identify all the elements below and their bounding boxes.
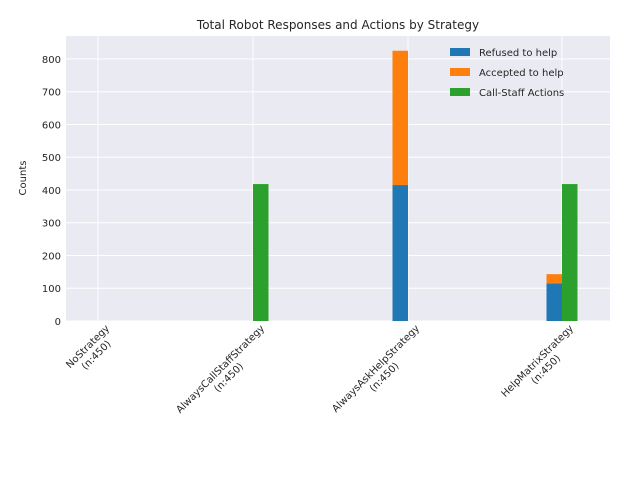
y-tick-label: 200 (42, 251, 61, 262)
y-tick-label: 600 (42, 120, 61, 131)
y-axis-label: Counts (18, 161, 29, 196)
bar-call-staff-actions (253, 184, 269, 321)
legend-label: Call-Staff Actions (479, 88, 564, 99)
x-tick-label: NoStrategy(n:450) (64, 323, 113, 372)
bar-refused-to-help (392, 185, 408, 321)
bar-call-staff-actions (562, 184, 578, 321)
legend-swatch (450, 48, 470, 56)
legend: Refused to help Accepted to help Call-Staf… (450, 48, 564, 99)
y-tick-label: 700 (42, 88, 61, 99)
x-tick-label-line: AlwaysAskHelpStrategy (330, 323, 422, 415)
x-tick-label: AlwaysCallStaffStrategy(n:450) (174, 323, 267, 416)
y-tick-label: 500 (42, 153, 61, 164)
bars (253, 50, 578, 321)
y-tick-label: 400 (42, 186, 61, 197)
x-tick-label: HelpMatrixStrategy(n:450) (500, 323, 577, 400)
bar-accepted-to-help (392, 50, 408, 186)
y-tick-label: 300 (42, 219, 61, 230)
x-axis: NoStrategy(n:450) AlwaysCallStaffStrategy… (64, 323, 577, 416)
bar-accepted-to-help (546, 274, 562, 284)
legend-swatch (450, 88, 470, 96)
legend-swatch (450, 68, 470, 76)
x-tick-label-line: AlwaysCallStaffStrategy (174, 323, 267, 416)
bar-refused-to-help (546, 283, 562, 321)
y-tick-label: 100 (42, 284, 61, 295)
y-tick-label: 0 (55, 317, 61, 328)
chart-title: Total Robot Responses and Actions by Str… (196, 18, 479, 32)
y-tick-label: 800 (42, 55, 61, 66)
y-axis: 0 100 200 300 400 500 600 700 800 (42, 55, 61, 328)
x-tick-label-line: HelpMatrixStrategy (500, 323, 577, 400)
legend-label: Accepted to help (479, 68, 564, 79)
legend-label: Refused to help (479, 48, 557, 59)
plot-background (66, 36, 610, 321)
x-tick-label: AlwaysAskHelpStrategy(n:450) (330, 323, 422, 415)
